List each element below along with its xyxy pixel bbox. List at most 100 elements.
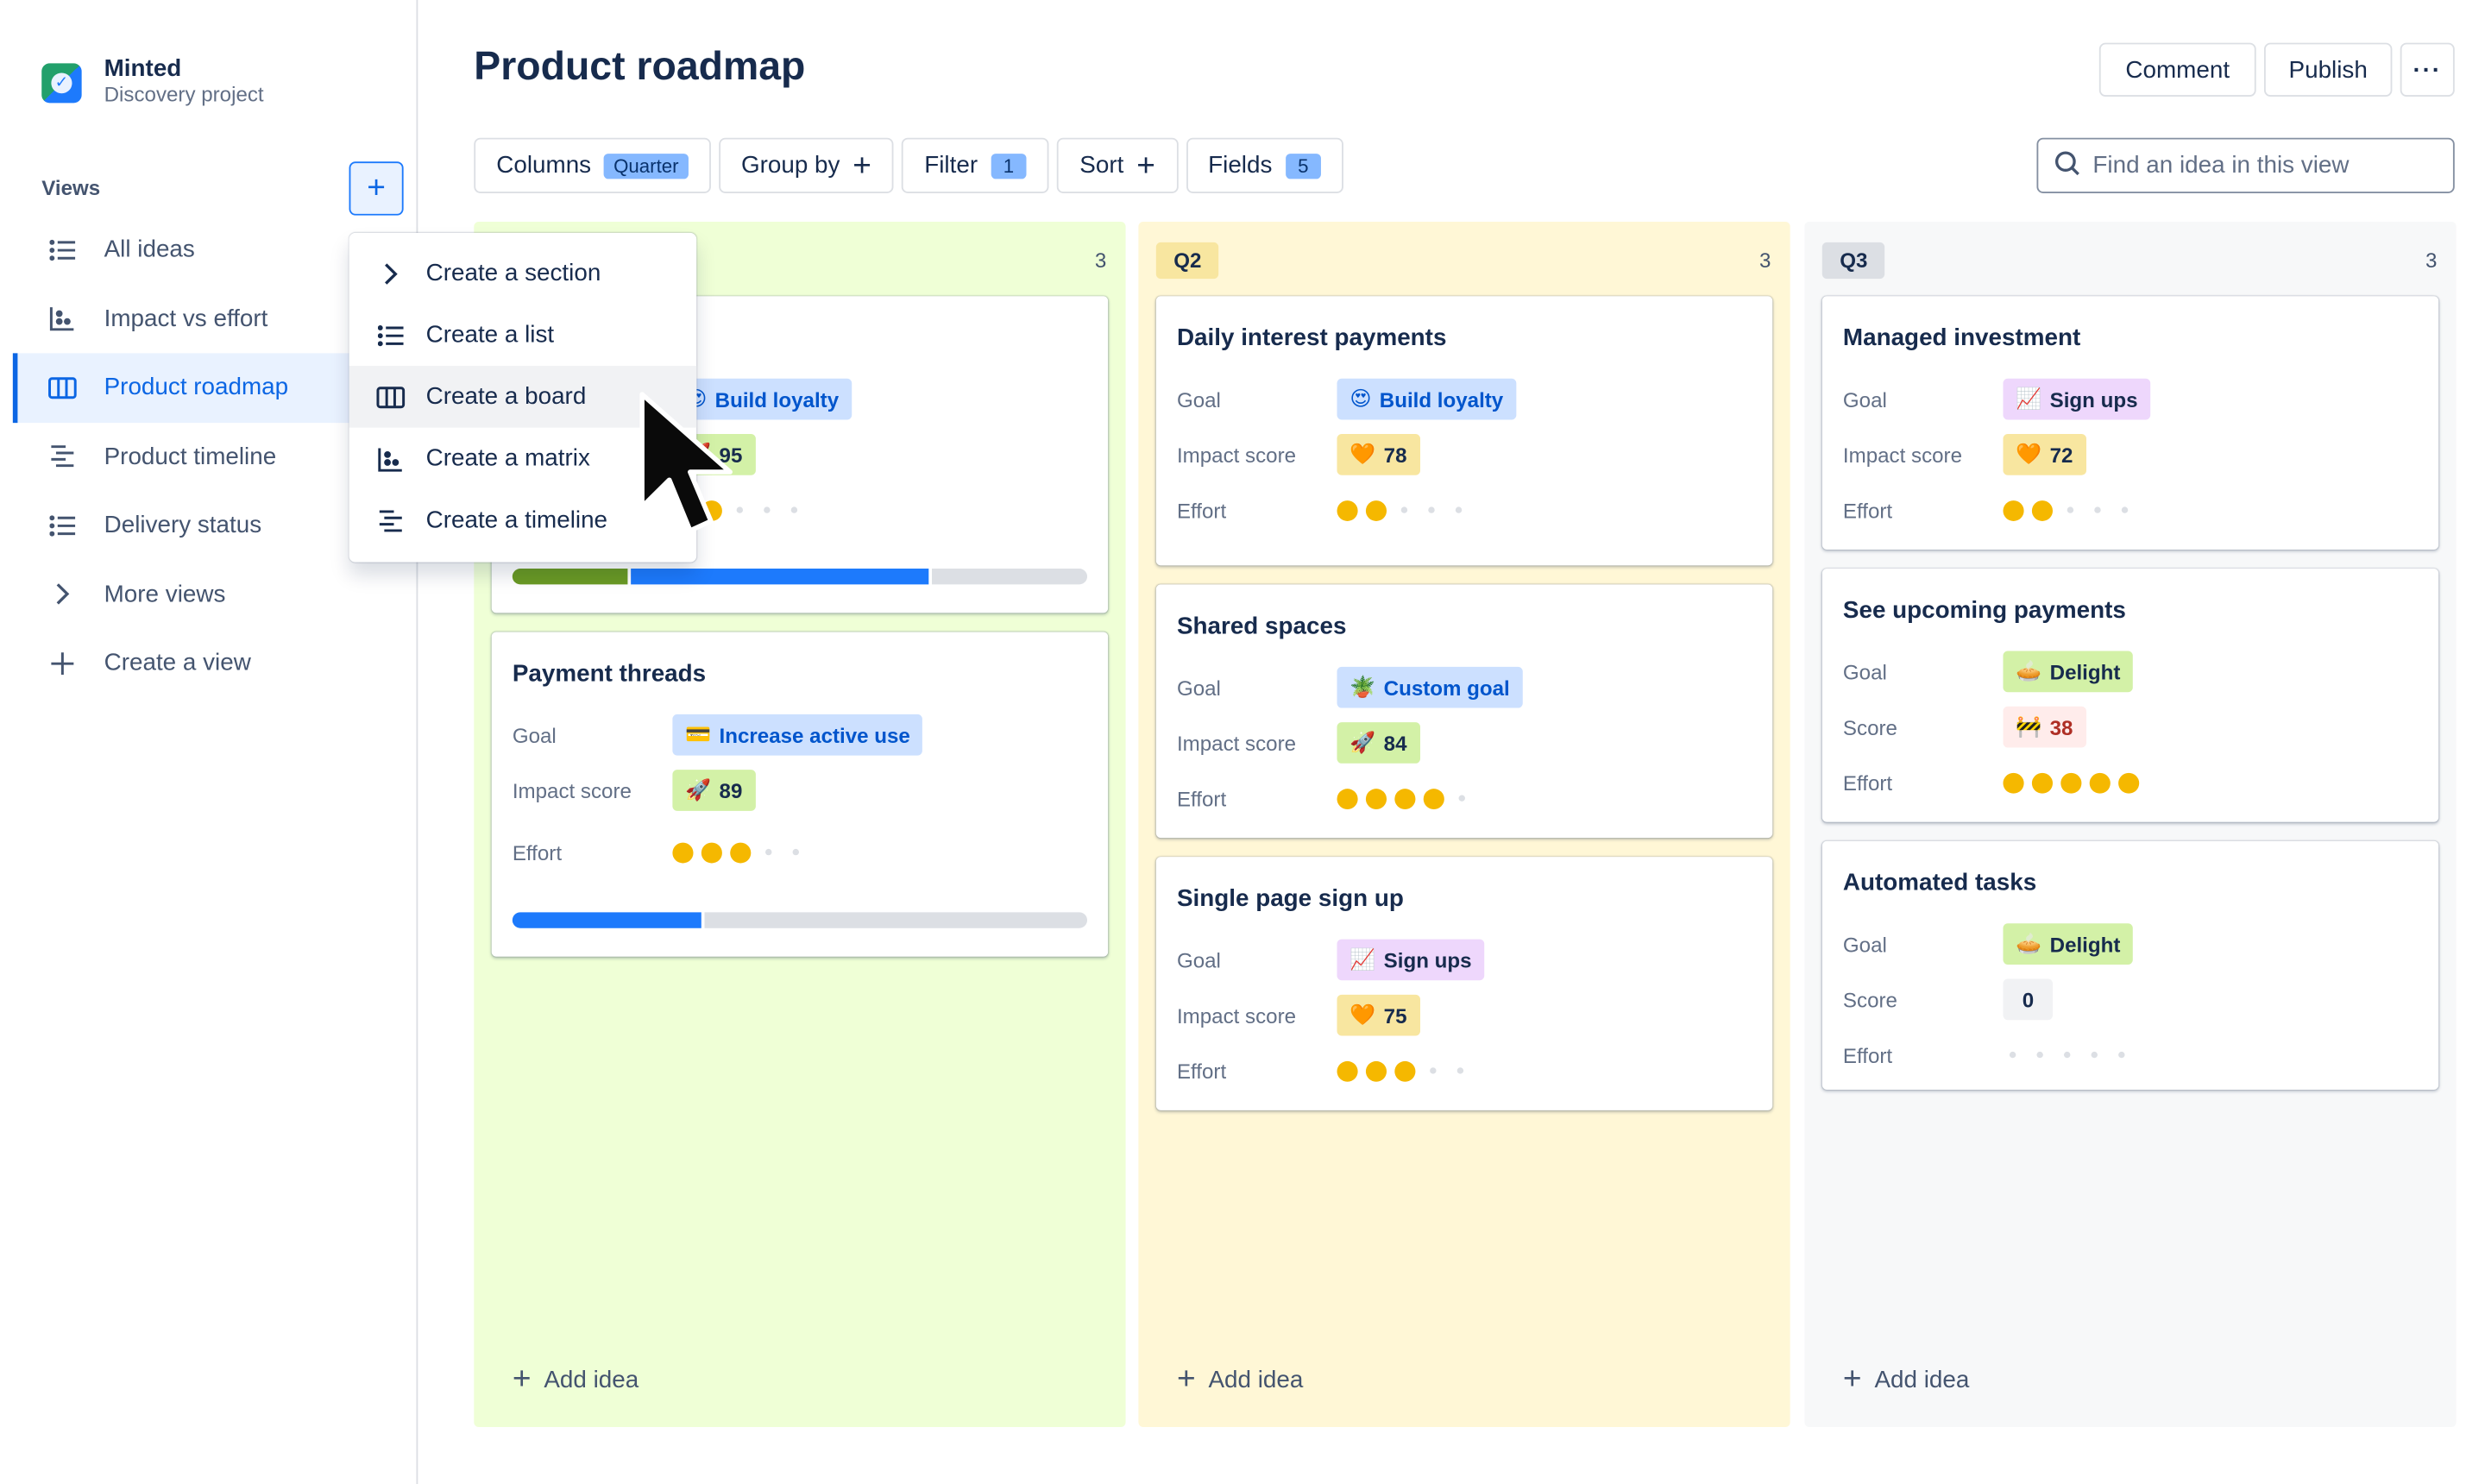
menu-item-create-timeline[interactable]: Create a timeline [349, 489, 697, 551]
plus-icon: + [1842, 1361, 1862, 1398]
effort-dot-empty [736, 506, 744, 513]
goal-pill[interactable]: 😍Build loyalty [672, 378, 852, 420]
columns-button[interactable]: Columns Quarter [474, 137, 711, 193]
goal-pill[interactable]: 🥧 Delight [2003, 651, 2134, 693]
more-actions-button[interactable]: ··· [2400, 42, 2455, 97]
idea-card[interactable]: Shared spaces Goal 🪴 Custom goal Impact scor… [1155, 584, 1773, 839]
sidebar-item-product-roadmap[interactable]: Product roadmap [12, 353, 417, 423]
goal-value: Delight [2049, 932, 2121, 956]
add-view-button[interactable]: + [349, 161, 404, 216]
views-label: Views [41, 175, 101, 200]
score-pill: 🚧 38 [2003, 706, 2086, 748]
effort-label: Effort [1176, 786, 1227, 810]
add-idea-button[interactable]: + Add idea [1843, 1364, 1969, 1396]
sidebar-item-label: Delivery status [104, 512, 262, 539]
goal-emoji-icon: 🥧 [2016, 658, 2042, 683]
idea-card[interactable]: Daily interest payments Goal 😍 Build loyalt… [1155, 296, 1773, 566]
effort-label: Effort [1176, 1059, 1227, 1083]
fields-label: Fields [1208, 152, 1273, 179]
score-value: 38 [2049, 714, 2073, 739]
effort-dot-filled [2003, 771, 2024, 793]
effort-dot-filled [1365, 788, 1387, 809]
columns-badge: Quarter [603, 153, 689, 179]
effort-dot-filled [2089, 771, 2111, 793]
goal-row: Goal 😍 Build loyalty [1177, 378, 1752, 420]
idea-card[interactable]: See upcoming payments Goal 🥧 Delight Score 🚧 3… [1821, 569, 2439, 822]
goal-pill[interactable]: 🪴 Custom goal [1337, 666, 1523, 708]
filter-label: Filter [924, 152, 978, 179]
goal-pill[interactable]: 💳 Increase active use [672, 714, 923, 756]
goal-label: Goal [1842, 659, 1887, 684]
project-header[interactable]: ✓ Minted Discovery project [41, 55, 264, 108]
idea-card[interactable]: Managed investment Goal 📈 Sign ups Impact sc… [1821, 296, 2439, 550]
goal-label: Goal [1842, 932, 1887, 956]
impact-score-label: Impact score [1176, 1003, 1297, 1028]
add-idea-button[interactable]: + Add idea [1177, 1364, 1303, 1396]
sidebar-item-delivery-status[interactable]: Delivery status [13, 491, 417, 560]
comment-button[interactable]: Comment [2098, 42, 2256, 97]
effort-label: Effort [1842, 498, 1893, 522]
menu-item-create-list[interactable]: Create a list [349, 304, 697, 366]
menu-item-create-section[interactable]: Create a section [349, 242, 697, 305]
publish-button[interactable]: Publish [2263, 42, 2393, 97]
score-row: Impact score 🚀 84 [1177, 722, 1752, 764]
project-name: Minted [104, 55, 182, 83]
idea-card[interactable]: Single page sign up Goal 📈 Sign ups Impact s… [1155, 857, 1773, 1110]
create-view-menu: Create a section Create a list Create a … [349, 232, 697, 563]
board-column: Q3 3 Managed investment Goal 📈 Sign ups Impact… [1804, 221, 2457, 1427]
list-icon [48, 511, 77, 539]
effort-dot-filled [2060, 771, 2082, 793]
goal-pill[interactable]: 📈 Sign ups [1337, 939, 1485, 981]
score-value: 0 [2022, 987, 2035, 1012]
sidebar-item-all-ideas[interactable]: All ideas [13, 216, 417, 285]
goal-row: Goal 🪴 Custom goal [1177, 666, 1752, 708]
effort-dot-empty [790, 506, 798, 513]
timeline-icon [48, 443, 77, 471]
progress-remaining [705, 912, 1088, 928]
search-input[interactable]: Find an idea in this view [2036, 137, 2455, 193]
filter-badge: 1 [990, 153, 1028, 179]
impact-score-value: 75 [1383, 1003, 1407, 1028]
goal-label: Goal [512, 722, 557, 747]
sidebar-item-label: All ideas [104, 236, 195, 264]
effort-dot-filled [701, 841, 722, 863]
group-by-button[interactable]: Group by + [718, 137, 894, 193]
add-idea-label: Add idea [1208, 1366, 1304, 1393]
sidebar-item-more-views[interactable]: More views [13, 560, 417, 629]
fields-badge: 5 [1285, 153, 1322, 179]
effort-dot-empty [765, 848, 772, 856]
sort-button[interactable]: Sort + [1057, 137, 1178, 193]
column-tag: Q2 [1155, 241, 1219, 279]
sidebar-item-create-view[interactable]: Create a view [13, 629, 417, 698]
group-by-label: Group by [740, 152, 840, 179]
goal-pill[interactable]: 📈 Sign ups [2003, 378, 2151, 420]
filter-button[interactable]: Filter 1 [902, 137, 1050, 193]
sidebar-item-impact-vs-effort[interactable]: Impact vs effort [13, 285, 417, 354]
fields-button[interactable]: Fields 5 [1186, 137, 1344, 193]
idea-card[interactable]: Payment threads Goal 💳 Increase active use I… [491, 632, 1109, 957]
menu-item-create-board[interactable]: Create a board [349, 366, 697, 428]
column-header: Q2 3 [1155, 239, 1771, 280]
progress-remaining [932, 569, 1088, 585]
effort-dot-empty [764, 506, 771, 513]
effort-dot-empty [1400, 506, 1408, 513]
goal-emoji-icon: 💳 [685, 722, 712, 746]
timeline-icon [376, 506, 405, 535]
score-row: Impact score 🧡 75 [1176, 994, 1752, 1036]
score-row: Impact score 🧡 78 [1176, 433, 1752, 475]
menu-item-create-matrix[interactable]: Create a matrix [349, 428, 697, 490]
impact-score-label: Impact score [1176, 443, 1297, 467]
add-idea-button[interactable]: + Add idea [513, 1364, 639, 1396]
column-count: 3 [1758, 248, 1771, 272]
goal-emoji-icon: 🪴 [1349, 675, 1376, 699]
idea-card[interactable]: Automated tasks Goal 🥧 Delight Score 0 Effort [1821, 840, 2439, 1090]
menu-item-label: Create a matrix [425, 444, 590, 473]
goal-pill[interactable]: 😍Build loyalty [1337, 378, 1517, 420]
card-title: See upcoming payments [1842, 597, 2126, 625]
effort-dot-empty [1458, 795, 1465, 802]
sidebar-item-product-timeline[interactable]: Product timeline [13, 422, 417, 491]
add-idea-label: Add idea [544, 1366, 639, 1393]
goal-pill[interactable]: 🥧 Delight [2003, 923, 2134, 965]
chevron-right-icon [48, 580, 77, 608]
search-icon [2054, 149, 2080, 181]
